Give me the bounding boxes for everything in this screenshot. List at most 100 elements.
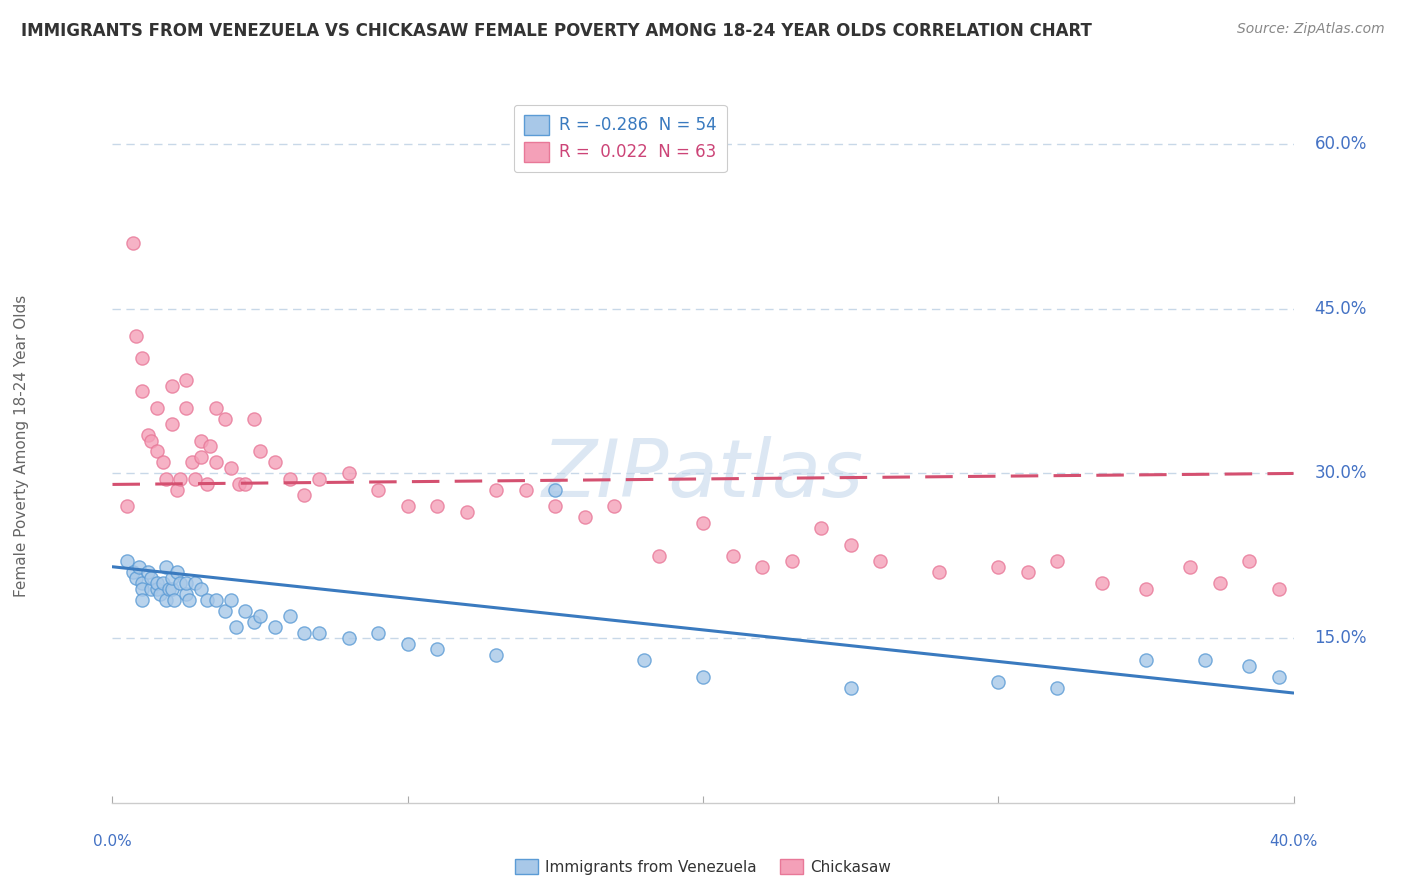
Point — [928, 566, 950, 580]
Point — [128, 559, 150, 574]
Point — [1046, 681, 1069, 695]
Text: ZIPatlas: ZIPatlas — [541, 435, 865, 514]
Point — [225, 620, 247, 634]
Point — [1194, 653, 1216, 667]
Point — [1239, 554, 1261, 568]
Point — [190, 450, 212, 464]
Point — [692, 669, 714, 683]
Point — [131, 582, 153, 596]
Point — [152, 455, 174, 469]
Point — [278, 472, 301, 486]
Point — [160, 571, 183, 585]
Point — [243, 615, 266, 629]
Point — [780, 554, 803, 568]
Point — [174, 373, 197, 387]
Point — [1268, 582, 1291, 596]
Text: Source: ZipAtlas.com: Source: ZipAtlas.com — [1237, 22, 1385, 37]
Point — [139, 582, 162, 596]
Point — [198, 439, 221, 453]
Point — [1091, 576, 1114, 591]
Point — [160, 417, 183, 431]
Point — [233, 604, 256, 618]
Point — [160, 378, 183, 392]
Point — [367, 625, 389, 640]
Text: 60.0%: 60.0% — [1315, 135, 1367, 153]
Point — [228, 477, 250, 491]
Point — [219, 461, 242, 475]
Text: 0.0%: 0.0% — [93, 834, 132, 849]
Point — [169, 472, 191, 486]
Point — [544, 483, 567, 497]
Point — [149, 587, 172, 601]
Point — [146, 576, 169, 591]
Point — [195, 477, 218, 491]
Point — [166, 566, 188, 580]
Point — [485, 648, 508, 662]
Point — [205, 592, 228, 607]
Point — [122, 235, 145, 250]
Point — [810, 521, 832, 535]
Point — [214, 604, 236, 618]
Point — [278, 609, 301, 624]
Point — [184, 576, 207, 591]
Point — [169, 576, 191, 591]
Point — [131, 576, 153, 591]
Point — [249, 609, 271, 624]
Point — [292, 488, 315, 502]
Point — [155, 472, 177, 486]
Point — [122, 566, 145, 580]
Point — [987, 559, 1010, 574]
Point — [152, 576, 174, 591]
Point — [839, 538, 862, 552]
Point — [125, 329, 148, 343]
Point — [396, 500, 419, 514]
Point — [139, 434, 162, 448]
Legend: Immigrants from Venezuela, Chickasaw: Immigrants from Venezuela, Chickasaw — [509, 853, 897, 880]
Point — [125, 571, 148, 585]
Point — [603, 500, 626, 514]
Text: 30.0%: 30.0% — [1315, 465, 1367, 483]
Point — [146, 582, 169, 596]
Point — [139, 571, 162, 585]
Point — [633, 653, 655, 667]
Point — [166, 483, 188, 497]
Point — [155, 559, 177, 574]
Point — [155, 592, 177, 607]
Point — [367, 483, 389, 497]
Point — [721, 549, 744, 563]
Point — [181, 455, 204, 469]
Point — [117, 554, 138, 568]
Point — [1268, 669, 1291, 683]
Point — [426, 642, 449, 657]
Point — [174, 401, 197, 415]
Point — [157, 582, 180, 596]
Point — [337, 467, 360, 481]
Point — [179, 592, 201, 607]
Point — [190, 582, 212, 596]
Point — [174, 587, 197, 601]
Point — [190, 434, 212, 448]
Point — [205, 401, 228, 415]
Point — [131, 592, 153, 607]
Point — [308, 625, 330, 640]
Point — [146, 401, 169, 415]
Point — [515, 483, 537, 497]
Point — [1017, 566, 1039, 580]
Point — [1135, 582, 1157, 596]
Point — [195, 592, 218, 607]
Point — [219, 592, 242, 607]
Point — [869, 554, 891, 568]
Point — [160, 582, 183, 596]
Point — [146, 444, 169, 458]
Point — [647, 549, 671, 563]
Point — [1178, 559, 1201, 574]
Point — [264, 620, 287, 634]
Point — [396, 637, 419, 651]
Text: 15.0%: 15.0% — [1315, 629, 1367, 647]
Point — [751, 559, 773, 574]
Point — [692, 516, 714, 530]
Point — [117, 500, 138, 514]
Point — [174, 576, 197, 591]
Point — [574, 510, 596, 524]
Text: 40.0%: 40.0% — [1270, 834, 1317, 849]
